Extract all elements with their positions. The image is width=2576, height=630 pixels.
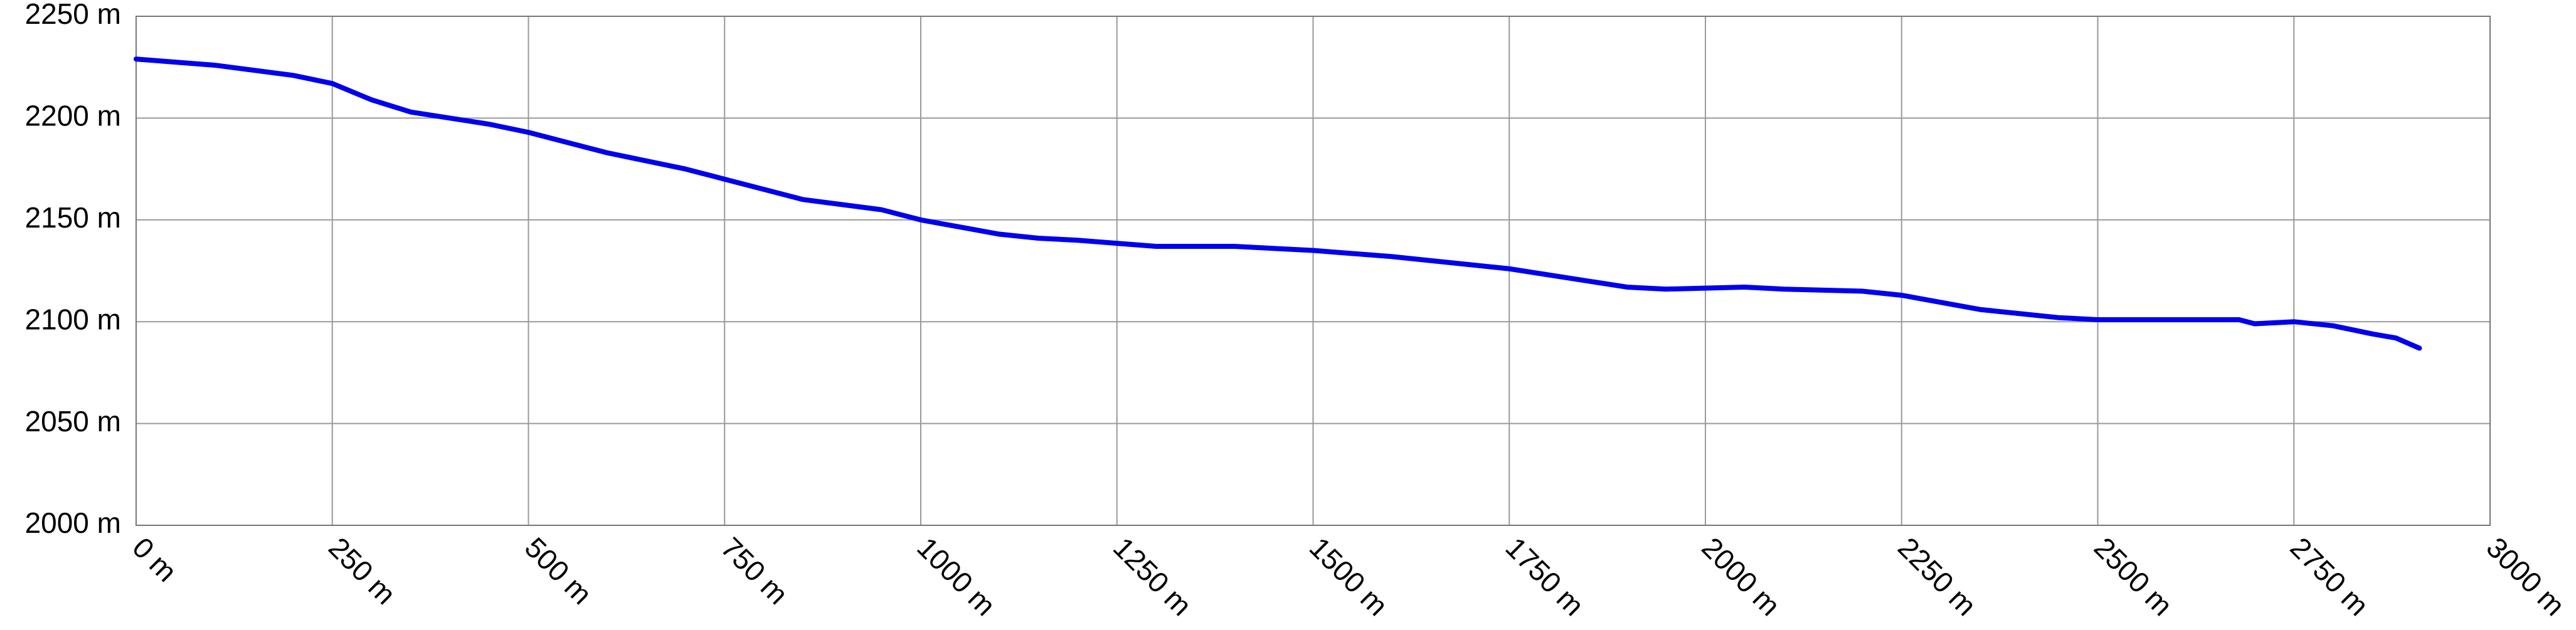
x-tick-label: 1250 m: [1107, 531, 1198, 622]
plot-frame: [135, 16, 2491, 526]
y-tick-label: 2150 m: [25, 201, 121, 234]
x-tick-label: 2750 m: [2284, 531, 2375, 622]
x-tick-label: 1000 m: [911, 531, 1002, 622]
y-tick-label: 2200 m: [25, 100, 121, 132]
x-tick-label: 2500 m: [2088, 531, 2179, 622]
x-tick-label: 500 m: [519, 531, 598, 611]
y-tick-label: 2100 m: [25, 303, 121, 335]
y-tick-label: 2050 m: [25, 405, 121, 438]
x-tick-label: 250 m: [322, 531, 402, 611]
x-tick-label: 1500 m: [1303, 531, 1394, 622]
elevation-line: [134, 56, 2422, 351]
x-tick-label: 1750 m: [1500, 531, 1591, 622]
x-tick-label: 750 m: [715, 531, 795, 611]
x-tick-label: 2000 m: [1695, 531, 1786, 622]
y-tick-label: 2000 m: [25, 507, 121, 539]
x-tick-label: 2250 m: [1892, 531, 1983, 622]
x-tick-label: 3000 m: [2480, 531, 2571, 622]
y-tick-label: 2250 m: [25, 0, 121, 30]
x-tick-label: 0 m: [126, 531, 183, 588]
